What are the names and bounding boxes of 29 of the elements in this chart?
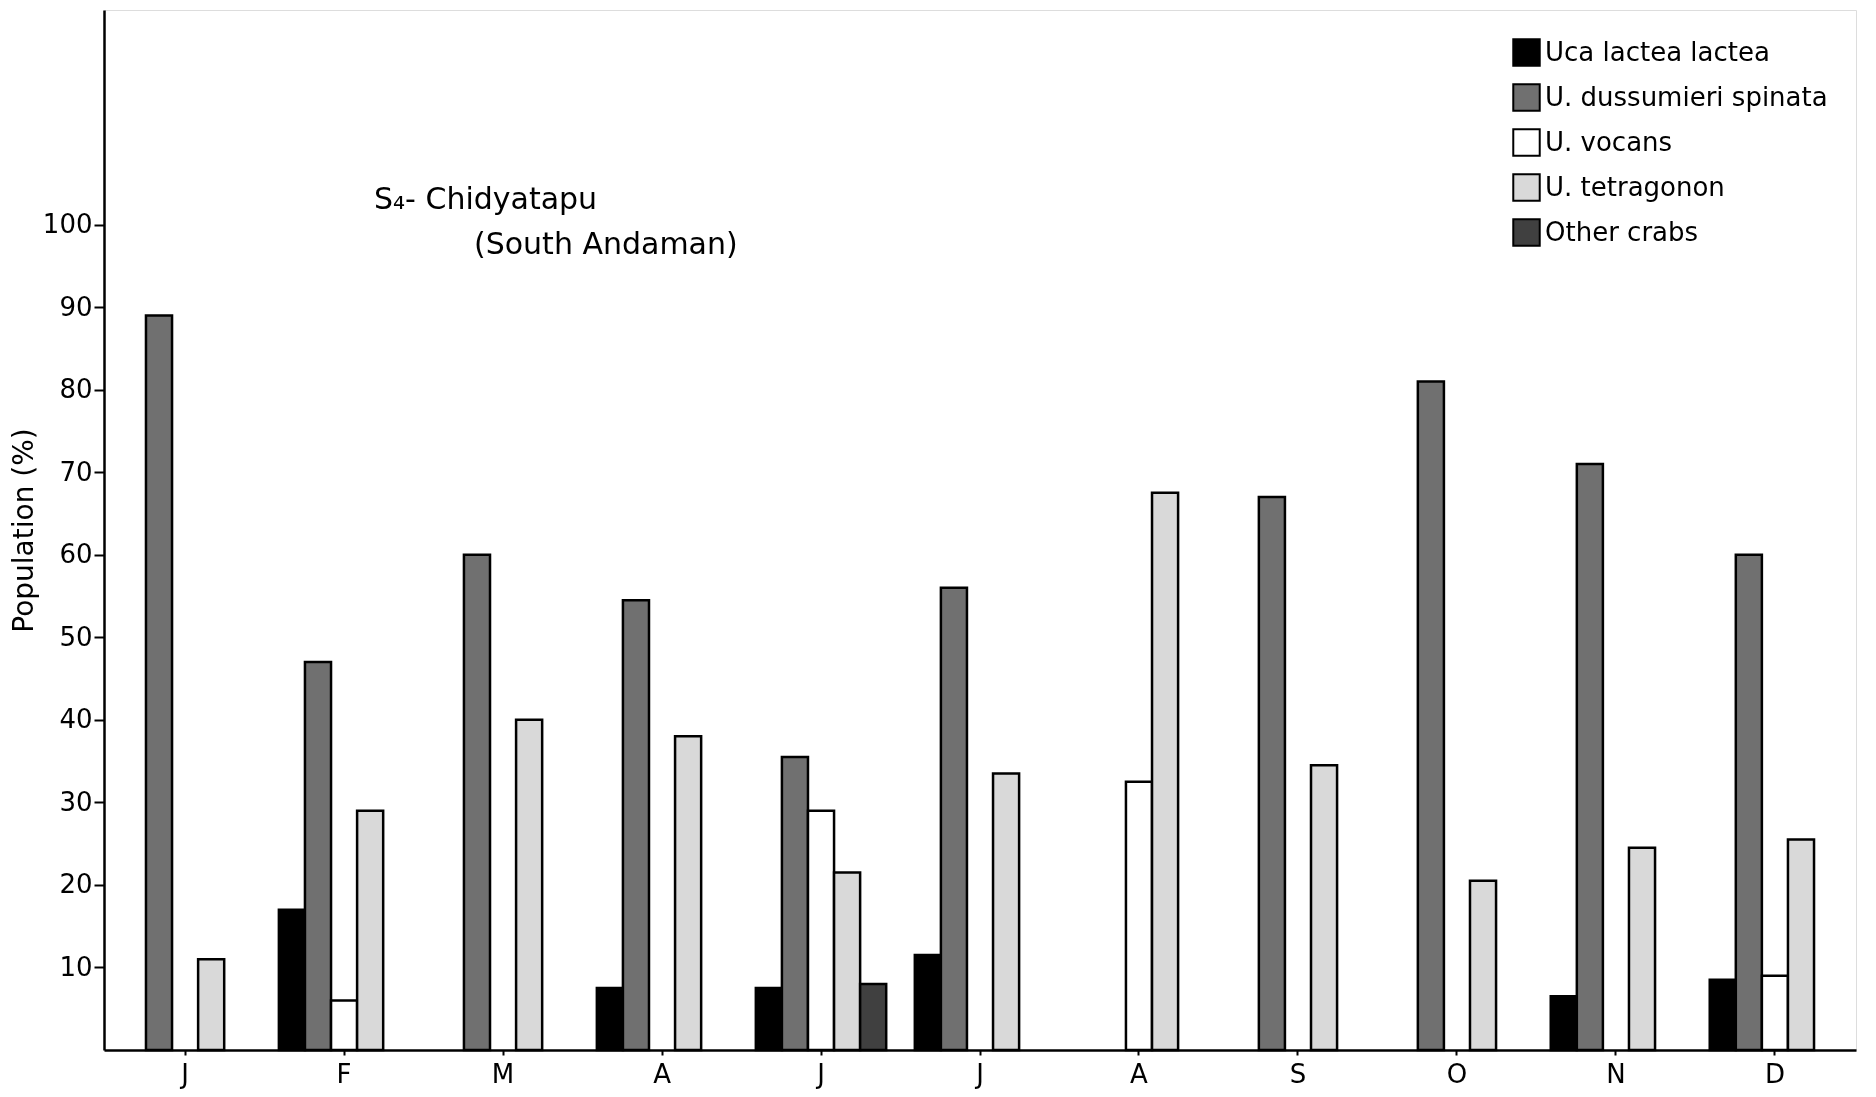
x-tick-label: S (1289, 1058, 1307, 1089)
x-tick-label: J (179, 1058, 189, 1089)
y-tick-label: 80 (59, 374, 93, 405)
y-axis-title: Population (%) (6, 428, 40, 633)
x-tick-label: D (1764, 1058, 1785, 1089)
y-tick-label: 60 (59, 539, 93, 570)
annotation: (South Andaman) (474, 226, 738, 261)
y-tick-label: 90 (59, 291, 93, 322)
y-tick-label: 30 (59, 786, 93, 817)
y-tick-label: 10 (59, 951, 93, 982)
annotation: S₄- Chidyatapu (374, 181, 598, 216)
x-tick-label: A (1130, 1058, 1149, 1089)
y-tick-label: 40 (59, 704, 93, 735)
legend-label: Uca lactea lactea (1545, 36, 1770, 67)
legend-label: U. tetragonon (1545, 171, 1725, 202)
y-tick-label: 50 (59, 621, 93, 652)
y-tick-label: 20 (59, 869, 93, 900)
x-tick-label: J (974, 1058, 984, 1089)
x-tick-label: M (491, 1058, 515, 1089)
x-tick-label: O (1446, 1058, 1468, 1089)
x-tick-label: N (1606, 1058, 1626, 1089)
legend-label: U. dussumieri spinata (1545, 81, 1828, 112)
x-tick-label: A (653, 1058, 672, 1089)
y-tick-label: 70 (59, 456, 93, 487)
legend-label: Other crabs (1545, 216, 1699, 247)
x-tick-label: F (336, 1058, 352, 1089)
y-tick-label: 100 (42, 209, 93, 240)
legend-label: U. vocans (1545, 126, 1673, 157)
x-tick-label: J (815, 1058, 825, 1089)
